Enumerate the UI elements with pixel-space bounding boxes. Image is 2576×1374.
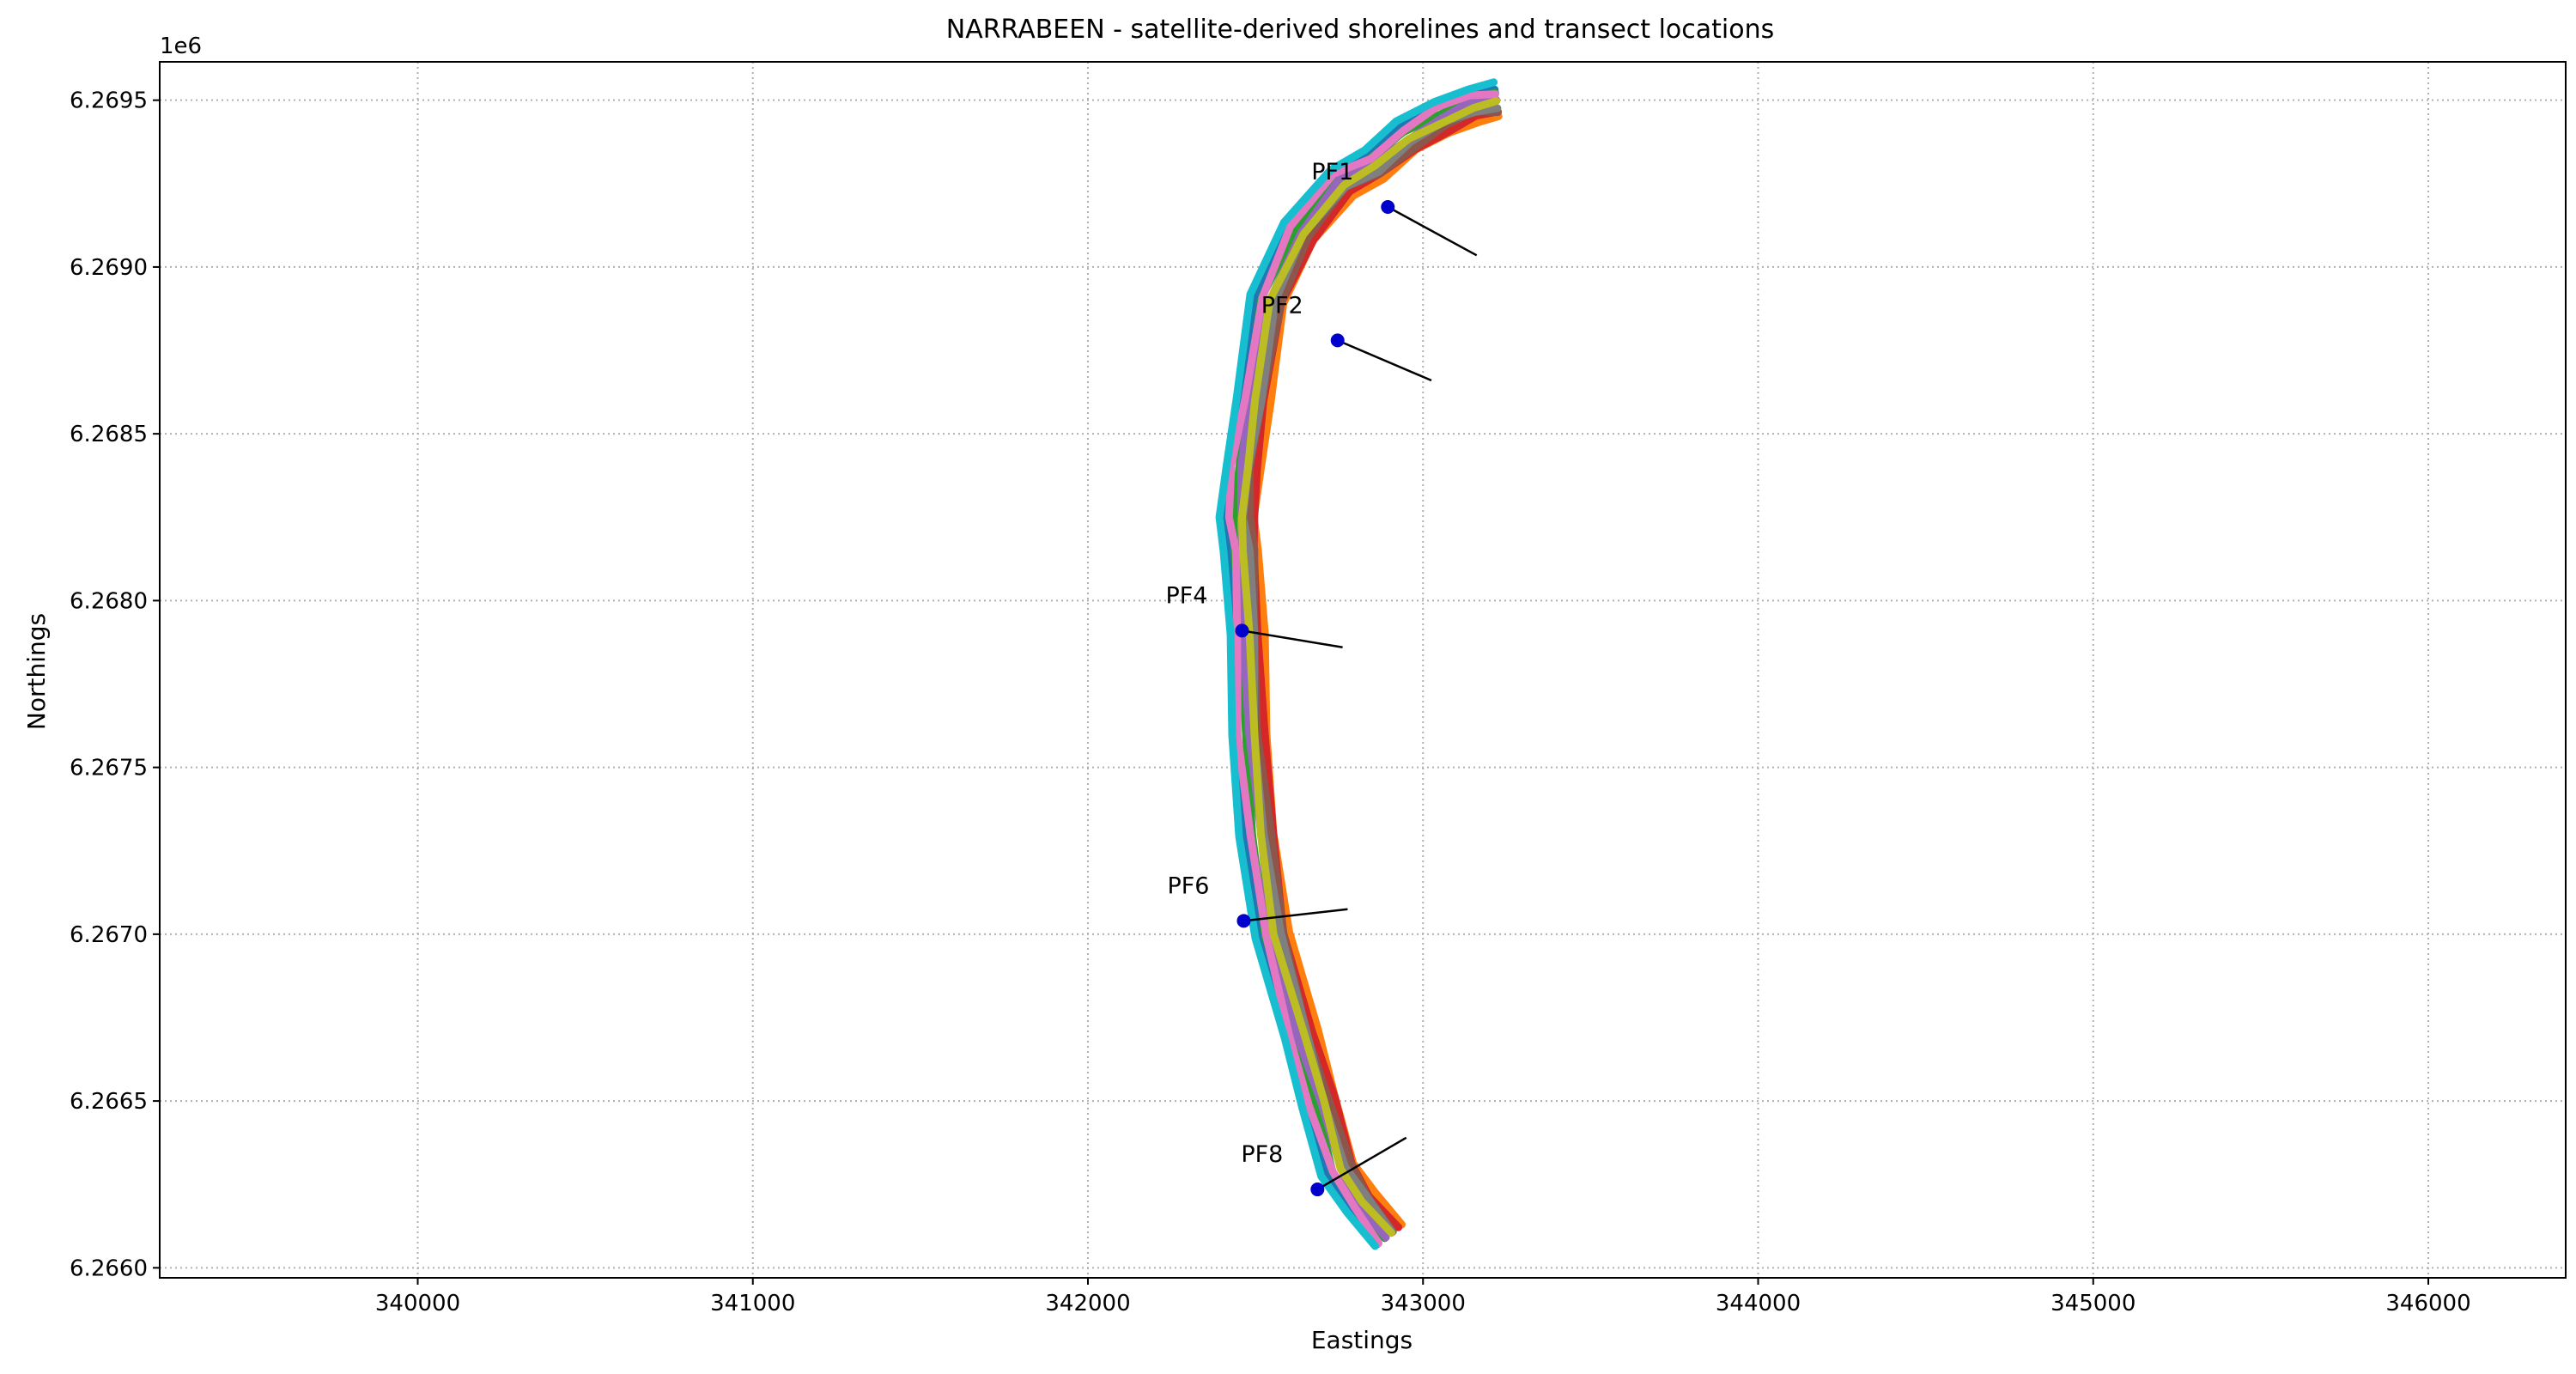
y-tick-label: 6.2660 [70, 1255, 148, 1281]
x-axis-ticks: 340000 341000 342000 343000 344000 345000 3460… [375, 1278, 2471, 1316]
y-tick-label: 6.2685 [70, 422, 148, 447]
transect-origin-marker [1310, 1182, 1325, 1197]
x-tick-label: 342000 [1045, 1291, 1130, 1316]
transect-origin-marker [1236, 914, 1251, 928]
transect-line [1316, 1136, 1407, 1191]
x-tick-label: 345000 [2050, 1291, 2136, 1316]
transect-line [1243, 908, 1348, 922]
y-tick-label: 6.2695 [70, 88, 148, 114]
transect-line [1242, 629, 1343, 649]
shoreline-series [1215, 78, 1503, 1250]
y-tick-label: 6.2690 [70, 255, 148, 281]
y-tick-label: 6.2670 [70, 922, 148, 948]
chart-title: NARRABEEN - satellite-derived shorelines… [946, 15, 1774, 45]
transect-origin-marker [1235, 623, 1249, 638]
transect-label: PF6 [1167, 872, 1209, 899]
transect-line [1337, 339, 1432, 382]
transect-label: PF8 [1241, 1141, 1283, 1168]
x-tick-label: 344000 [1716, 1291, 1801, 1316]
transect-label: PF4 [1166, 582, 1208, 609]
transect-label: PF2 [1261, 292, 1303, 319]
plot-frame [159, 61, 2567, 1279]
x-tick-label: 343000 [1381, 1291, 1466, 1316]
transect-origin-marker [1381, 199, 1395, 214]
y-tick-label: 6.2665 [70, 1089, 148, 1115]
shoreline-line [1237, 97, 1501, 1237]
y-offset-label: 1e6 [160, 33, 202, 59]
x-tick-label: 346000 [2385, 1291, 2470, 1316]
shoreline-line [1224, 90, 1499, 1248]
transect-label: PF1 [1311, 159, 1353, 185]
y-tick-label: 6.2675 [70, 756, 148, 781]
y-axis-ticks: 6.2660 6.2665 6.2670 6.2675 6.2680 6.2685 6.26… [70, 88, 160, 1281]
shoreline-line [1215, 78, 1498, 1250]
transect-markers: PF1 PF2 PF4 PF6 PF8 [1166, 159, 1478, 1197]
transect-line [1387, 205, 1478, 257]
transect-origin-marker [1330, 333, 1345, 348]
x-axis-label: Eastings [1311, 1326, 1413, 1354]
x-tick-label: 341000 [710, 1291, 795, 1316]
y-axis-label: Northings [22, 613, 51, 730]
grid-lines [160, 62, 2566, 1278]
y-tick-label: 6.2680 [70, 588, 148, 614]
x-tick-label: 340000 [375, 1291, 460, 1316]
